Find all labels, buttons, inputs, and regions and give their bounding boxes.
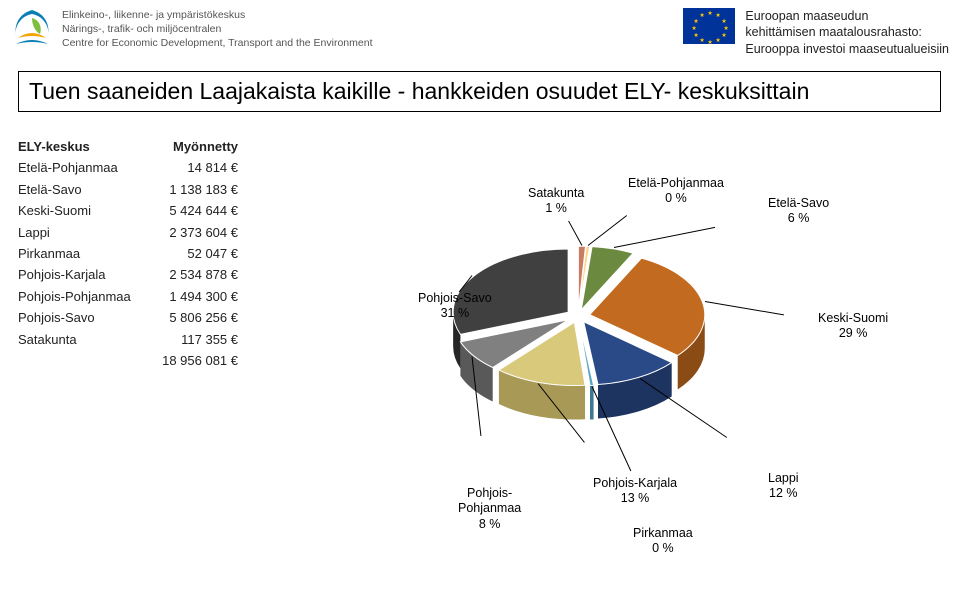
org-logo-icon [10,8,54,56]
table-row: Keski-Suomi5 424 644 € [18,200,238,221]
cell-name: Pohjois-Savo [18,307,148,328]
cell-value: 2 373 604 € [148,222,238,243]
table-row: Satakunta117 355 € [18,329,238,350]
pie-slice-label: Pohjois-Pohjanmaa8 % [458,486,521,533]
table-total: 18 956 081 € [18,350,238,371]
table-row: Etelä-Savo1 138 183 € [18,179,238,200]
eu-line2: kehittämisen maatalousrahasto: [745,24,949,40]
data-table: ELY-keskus Myönnetty Etelä-Pohjanmaa14 8… [18,136,238,556]
pie-slice-label: Etelä-Pohjanmaa0 % [628,176,724,207]
cell-value: 117 355 € [148,329,238,350]
header: Elinkeino-, liikenne- ja ympäristökeskus… [0,0,959,61]
org-name-text: Elinkeino-, liikenne- ja ympäristökeskus… [62,8,373,51]
cell-name: Etelä-Pohjanmaa [18,157,148,178]
table-row: Pirkanmaa52 047 € [18,243,238,264]
page-title: Tuen saaneiden Laajakaista kaikille - ha… [18,71,941,112]
eu-fund-text: Euroopan maaseudun kehittämisen maatalou… [745,8,949,57]
cell-value: 1 494 300 € [148,286,238,307]
pie-slice-label: Lappi12 % [768,471,799,502]
cell-value: 52 047 € [148,243,238,264]
col-header-value: Myönnetty [148,136,238,157]
pie-slice-label: Etelä-Savo6 % [768,196,829,227]
eu-line1: Euroopan maaseudun [745,8,949,24]
cell-name: Keski-Suomi [18,200,148,221]
table-row: Pohjois-Savo5 806 256 € [18,307,238,328]
table-row: Etelä-Pohjanmaa14 814 € [18,157,238,178]
org-name-en: Centre for Economic Development, Transpo… [62,36,373,50]
cell-value: 5 806 256 € [148,307,238,328]
table-header: ELY-keskus Myönnetty [18,136,238,157]
pie-chart: Satakunta1 % Etelä-Pohjanmaa0 % Etelä-Savo… [258,136,941,556]
eu-flag-icon: ★ ★ ★ ★ ★ ★ ★ ★ ★ ★ ★ ★ [683,8,735,44]
pie-slice-label: Pohjois-Savo31 % [418,291,492,322]
cell-name: Etelä-Savo [18,179,148,200]
pie-slice-label: Keski-Suomi29 % [818,311,888,342]
table-row: Lappi2 373 604 € [18,222,238,243]
org-name-sv: Närings-, trafik- och miljöcentralen [62,22,373,36]
eu-line3: Eurooppa investoi maaseutualueisiin [745,41,949,57]
content-area: ELY-keskus Myönnetty Etelä-Pohjanmaa14 8… [0,112,959,556]
pie-slice-label: Pohjois-Karjala13 % [593,476,677,507]
cell-value: 5 424 644 € [148,200,238,221]
cell-name: Pohjois-Karjala [18,264,148,285]
cell-name: Pohjois-Pohjanmaa [18,286,148,307]
table-row: Pohjois-Karjala2 534 878 € [18,264,238,285]
cell-name: Satakunta [18,329,148,350]
cell-value: 1 138 183 € [148,179,238,200]
col-header-name: ELY-keskus [18,136,148,157]
pie-slice-label: Pirkanmaa0 % [633,526,693,557]
cell-name: Lappi [18,222,148,243]
org-name-fi: Elinkeino-, liikenne- ja ympäristökeskus [62,8,373,22]
cell-name: Pirkanmaa [18,243,148,264]
table-row: Pohjois-Pohjanmaa1 494 300 € [18,286,238,307]
total-value: 18 956 081 € [148,350,238,371]
pie-slice-label: Satakunta1 % [528,186,584,217]
eu-block: ★ ★ ★ ★ ★ ★ ★ ★ ★ ★ ★ ★ Euroopan maaseud… [683,8,949,57]
org-logo-block: Elinkeino-, liikenne- ja ympäristökeskus… [10,8,373,56]
cell-value: 14 814 € [148,157,238,178]
cell-value: 2 534 878 € [148,264,238,285]
